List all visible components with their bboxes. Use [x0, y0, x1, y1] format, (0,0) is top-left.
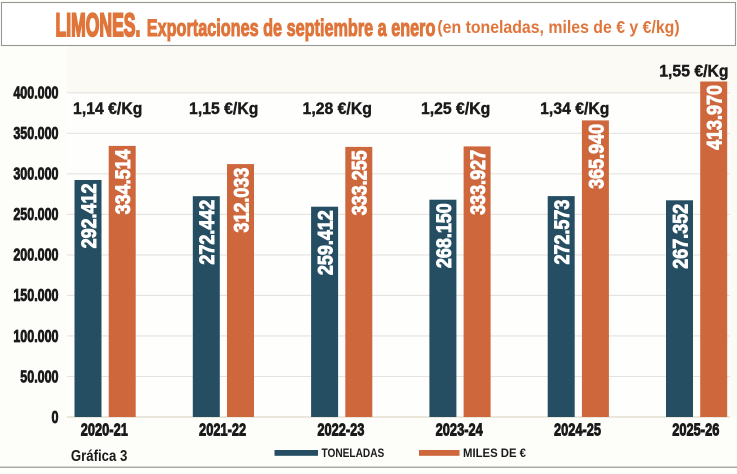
svg-text:0: 0 — [52, 408, 59, 427]
svg-text:350.000: 350.000 — [13, 124, 58, 143]
svg-text:365.940: 365.940 — [585, 124, 609, 189]
svg-text:268.150: 268.150 — [432, 203, 456, 268]
svg-text:292.412: 292.412 — [77, 184, 101, 249]
svg-text:272.573: 272.573 — [551, 200, 575, 265]
svg-text:2025-26: 2025-26 — [672, 420, 719, 440]
svg-text:LIMONES.: LIMONES. — [56, 9, 141, 44]
svg-text:1,14 €/Kg: 1,14 €/Kg — [73, 101, 142, 118]
svg-text:1,28 €/Kg: 1,28 €/Kg — [303, 101, 372, 118]
svg-text:334.514: 334.514 — [112, 149, 136, 214]
svg-text:100.000: 100.000 — [13, 327, 58, 346]
svg-text:272.442: 272.442 — [196, 200, 220, 265]
svg-text:1,34 €/Kg: 1,34 €/Kg — [540, 101, 609, 118]
svg-text:TONELADAS: TONELADAS — [322, 447, 385, 460]
svg-text:150.000: 150.000 — [13, 286, 58, 305]
svg-text:250.000: 250.000 — [13, 205, 58, 224]
svg-text:1,15 €/Kg: 1,15 €/Kg — [189, 101, 258, 118]
svg-text:2024-25: 2024-25 — [554, 420, 601, 440]
svg-text:333.927: 333.927 — [466, 150, 490, 215]
svg-text:267.352: 267.352 — [669, 204, 693, 269]
svg-text:200.000: 200.000 — [13, 246, 58, 265]
svg-text:312.033: 312.033 — [230, 168, 254, 233]
svg-text:Gráfica 3: Gráfica 3 — [71, 448, 127, 465]
svg-text:400.000: 400.000 — [13, 84, 58, 103]
svg-text:413.970: 413.970 — [703, 85, 727, 150]
svg-text:50.000: 50.000 — [20, 367, 58, 386]
svg-text:MILES DE €: MILES DE € — [463, 447, 526, 460]
svg-text:300.000: 300.000 — [13, 165, 58, 184]
svg-text:2023-24: 2023-24 — [436, 420, 483, 440]
svg-text:Exportaciones de septiembre a: Exportaciones de septiembre a enero — [147, 15, 436, 42]
svg-text:2021-22: 2021-22 — [199, 420, 246, 440]
svg-text:1,55 €/Kg: 1,55 €/Kg — [659, 63, 728, 80]
svg-text:(en toneladas, miles de € y €/: (en toneladas, miles de € y €/kg) — [437, 17, 679, 37]
svg-text:259.412: 259.412 — [314, 210, 338, 275]
svg-text:2022-23: 2022-23 — [317, 420, 364, 440]
svg-text:2020-21: 2020-21 — [81, 420, 128, 440]
svg-text:333.255: 333.255 — [348, 150, 372, 215]
svg-text:1,25 €/Kg: 1,25 €/Kg — [421, 101, 490, 118]
